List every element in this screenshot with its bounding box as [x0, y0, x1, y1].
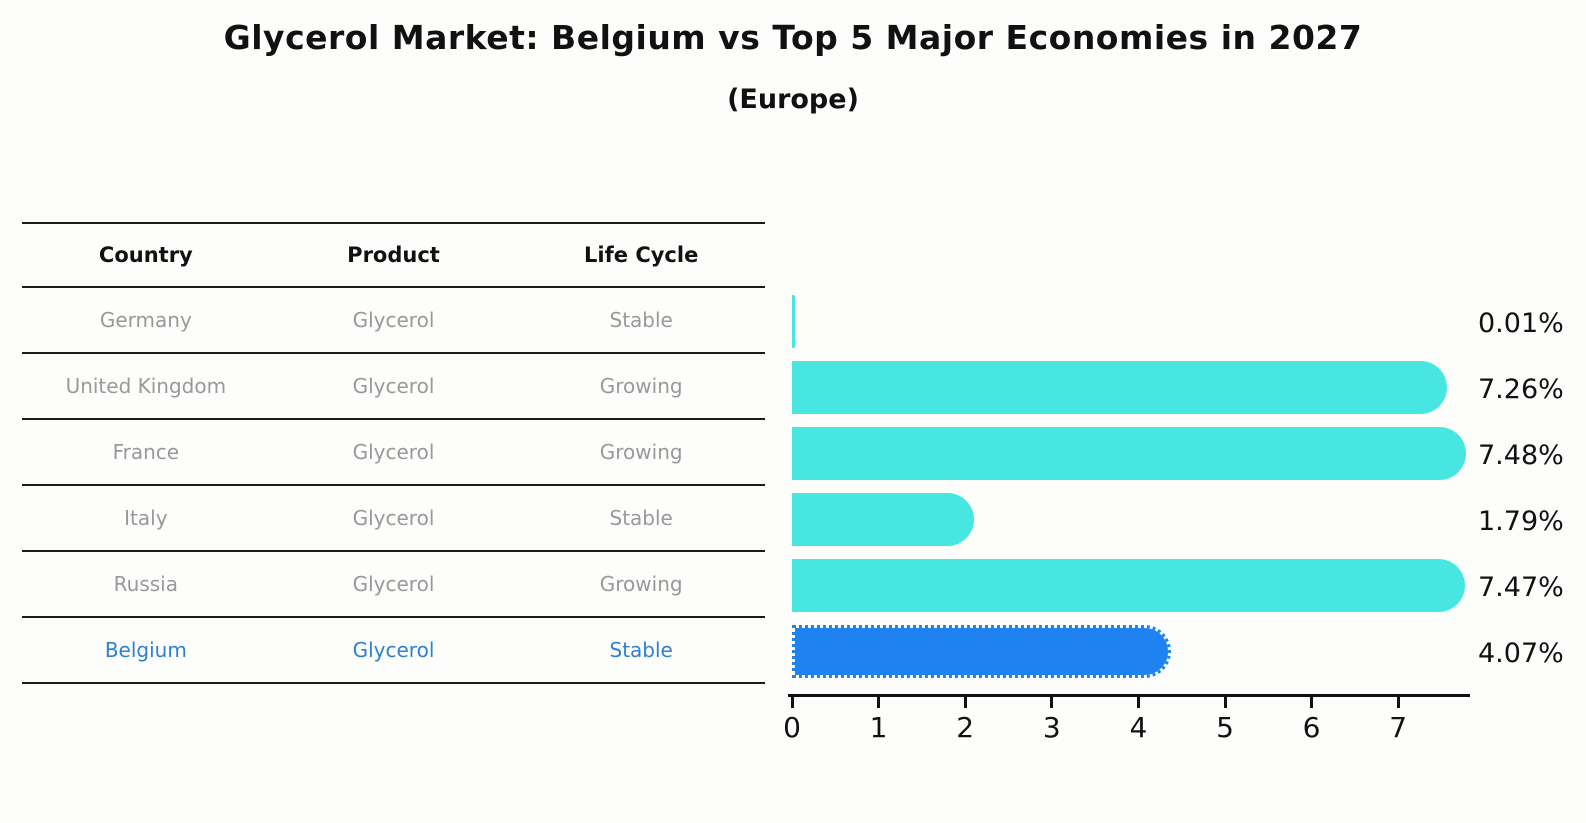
x-axis-tick-label: 1: [869, 711, 888, 744]
cell-product: Glycerol: [352, 440, 435, 464]
table-header-country: Country: [98, 243, 193, 267]
x-axis-line: [788, 694, 1470, 697]
x-axis-tick-label: 4: [1129, 711, 1148, 744]
value-label-germany: 0.01%: [1478, 308, 1564, 339]
cell-country: Germany: [99, 308, 192, 332]
bar-united-kingdom: [792, 360, 1448, 414]
table-row-belgium: Belgium Glycerol Stable: [22, 618, 765, 684]
table-header-row: Country Product Life Cycle: [22, 222, 765, 288]
cell-life-cycle: Growing: [599, 572, 683, 596]
cell-life-cycle: Stable: [609, 506, 673, 530]
cell-product: Glycerol: [352, 572, 435, 596]
table-row-united-kingdom: United Kingdom Glycerol Growing: [22, 354, 765, 420]
bar-belgium: [792, 624, 1171, 678]
x-axis-tick: [790, 694, 794, 708]
value-label-united-kingdom: 7.26%: [1478, 374, 1564, 405]
value-label-france: 7.48%: [1478, 440, 1564, 471]
cell-country: Italy: [124, 506, 168, 530]
cell-product: Glycerol: [352, 638, 435, 662]
cell-product: Glycerol: [352, 374, 435, 398]
bar-germany: [792, 294, 795, 348]
bar-russia: [792, 558, 1466, 612]
x-axis-tick: [1223, 694, 1227, 708]
x-axis-tick-label: 7: [1389, 711, 1408, 744]
cell-country: France: [112, 440, 180, 464]
bar-france: [792, 426, 1467, 480]
x-axis-tick-label: 5: [1216, 711, 1234, 744]
cell-product: Glycerol: [352, 308, 435, 332]
cell-life-cycle: Stable: [609, 638, 673, 662]
x-axis-tick: [1050, 694, 1054, 708]
cell-life-cycle: Stable: [609, 308, 673, 332]
chart-subtitle: (Europe): [727, 84, 859, 115]
cell-life-cycle: Growing: [599, 374, 683, 398]
table-row-italy: Italy Glycerol Stable: [22, 486, 765, 552]
value-label-belgium: 4.07%: [1478, 638, 1564, 669]
x-axis-tick-label: 3: [1042, 711, 1061, 744]
x-axis-tick: [1310, 694, 1314, 708]
x-axis-tick: [877, 694, 881, 708]
cell-country: United Kingdom: [65, 374, 227, 398]
cell-country: Russia: [113, 572, 178, 596]
table-header-product: Product: [347, 243, 440, 267]
cell-country: Belgium: [104, 638, 187, 662]
x-axis-tick: [1396, 694, 1400, 708]
table-body: Germany Glycerol Stable United Kingdom Glyce…: [22, 288, 765, 684]
x-axis-tick: [1136, 694, 1140, 708]
table-row-france: France Glycerol Growing: [22, 420, 765, 486]
value-label-italy: 1.79%: [1478, 506, 1564, 537]
table-header-life-cycle: Life Cycle: [584, 243, 699, 267]
table-row-germany: Germany Glycerol Stable: [22, 288, 765, 354]
country-table: Country Product Life Cycle Germany Glycerol…: [22, 222, 765, 684]
table-row-russia: Russia Glycerol Growing: [22, 552, 765, 618]
cell-life-cycle: Growing: [599, 440, 683, 464]
value-label-russia: 7.47%: [1478, 572, 1564, 603]
x-axis-tick-label: 2: [956, 711, 975, 744]
chart-title: Glycerol Market: Belgium vs Top 5 Major …: [223, 18, 1363, 57]
x-axis-tick-label: 6: [1302, 711, 1321, 744]
cell-product: Glycerol: [352, 506, 435, 530]
bar-italy: [792, 492, 974, 546]
x-axis-tick-label: 0: [783, 711, 801, 744]
x-axis-tick: [963, 694, 967, 708]
